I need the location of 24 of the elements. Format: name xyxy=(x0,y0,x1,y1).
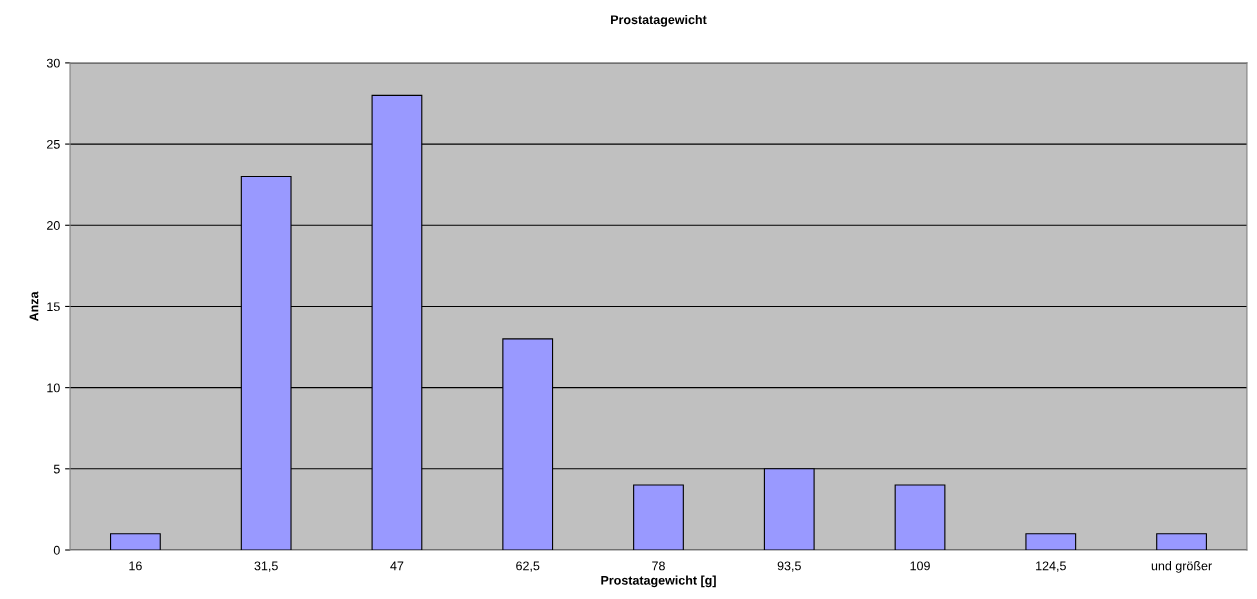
y-axis-title: Anza xyxy=(29,291,39,322)
x-tick-label: 62,5 xyxy=(516,561,540,572)
bar xyxy=(109,533,161,550)
y-tick-label: 15 xyxy=(47,302,60,312)
x-tick-label: und größer xyxy=(1151,561,1212,573)
x-tick-label: 47 xyxy=(390,561,404,571)
x-tick-label: 31,5 xyxy=(254,561,278,572)
bar xyxy=(894,484,946,550)
x-tick-label: 109 xyxy=(910,561,930,571)
x-tick-label: 16 xyxy=(129,561,142,571)
bar xyxy=(633,484,684,550)
y-tick-label: 0 xyxy=(53,545,60,555)
y-tick-label: 10 xyxy=(47,383,60,393)
x-tick-label: 78 xyxy=(652,561,665,571)
bar xyxy=(1156,533,1207,550)
y-tick-label: 20 xyxy=(47,221,60,230)
x-tick-label: 93,5 xyxy=(777,561,801,572)
bar xyxy=(1025,533,1077,550)
chart-title: Prostatagewicht xyxy=(611,14,707,27)
y-tick-label: 5 xyxy=(53,464,60,474)
x-tick-label: 124,5 xyxy=(1036,561,1066,572)
x-axis-title: Prostatagewicht [g] xyxy=(601,575,716,588)
y-tick-label: 25 xyxy=(47,139,60,149)
y-tick-label: 30 xyxy=(46,58,60,68)
